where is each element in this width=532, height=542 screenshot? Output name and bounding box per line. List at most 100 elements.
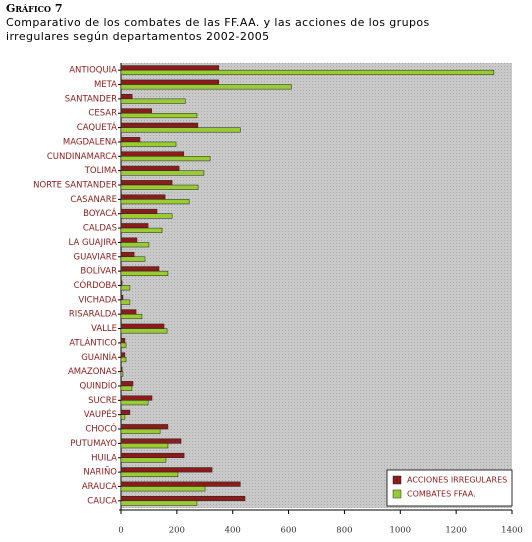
bar [120, 65, 219, 71]
bar [120, 227, 163, 233]
y-tick-label: SUCRE [88, 396, 117, 406]
legend-label: ACCIONES IRREGULARES [407, 476, 507, 485]
y-tick-label: CESAR [88, 109, 117, 119]
bar [120, 79, 219, 85]
x-tick-label: 1200 [445, 526, 467, 536]
bar [120, 69, 495, 76]
x-tick-label: 600 [280, 526, 296, 536]
x-tick-label: 1400 [501, 526, 523, 536]
bar [120, 381, 134, 387]
bar [120, 151, 185, 157]
bar [120, 165, 180, 171]
bar [120, 170, 205, 176]
bar [120, 242, 150, 248]
bar [120, 467, 213, 473]
bar [120, 213, 173, 219]
bar [120, 495, 246, 502]
legend-box [386, 469, 513, 507]
y-tick-label: LA GUAJIRA [69, 238, 118, 248]
bar [120, 500, 198, 506]
y-tick-label: CHOCÓ [85, 423, 117, 435]
bar [120, 137, 141, 143]
y-tick-label: CAQUETÁ [77, 121, 117, 133]
bar [120, 141, 177, 147]
y-tick-label: ARAUCA [82, 482, 117, 492]
bar [120, 309, 137, 315]
bar [120, 295, 124, 301]
y-tick-label: MAGDALENA [63, 137, 117, 147]
bar [120, 108, 152, 114]
x-tick-label: 800 [336, 526, 352, 536]
y-tick-label: NARIÑO [83, 467, 117, 478]
bar [120, 457, 167, 463]
y-tick-label: GUAVIARE [74, 252, 118, 262]
bar [120, 313, 143, 320]
bar [120, 84, 292, 90]
x-tick-label: 0 [118, 526, 123, 536]
bar [120, 385, 133, 391]
bar [120, 251, 135, 258]
bar [120, 156, 211, 162]
bar [120, 122, 199, 128]
bar [120, 285, 131, 291]
bar [120, 366, 123, 372]
bar [120, 338, 126, 344]
bar [120, 481, 241, 487]
bar [120, 357, 127, 363]
bar [120, 208, 158, 214]
legend-label: COMBATES FFAA. [407, 490, 476, 499]
bar [120, 223, 149, 229]
bar [120, 199, 190, 205]
bar [120, 414, 126, 420]
y-tick-label: SANTANDER [65, 94, 117, 104]
bar [120, 395, 153, 401]
bar [120, 452, 185, 459]
y-tick-label: AMAZONAS [68, 367, 117, 377]
y-tick-label: TOLIMA [84, 166, 117, 176]
bar [120, 280, 123, 286]
y-tick-label: CÓRDOBA [74, 279, 118, 291]
bar [120, 471, 179, 477]
x-tick-label: 400 [225, 526, 241, 536]
y-tick-label: HUILA [91, 453, 117, 463]
y-tick-label: CAUCA [87, 496, 117, 506]
bar [120, 299, 131, 305]
y-tick-label: BOLÍVAR [80, 265, 117, 277]
y-tick-label: BOYACÁ [83, 207, 117, 219]
y-tick-label: NORTE SANTANDER [33, 181, 117, 191]
y-tick-label: CASANARE [70, 195, 117, 205]
bar [120, 342, 127, 348]
y-tick-label: VICHADA [78, 295, 117, 305]
bar [120, 371, 124, 377]
bar [120, 184, 199, 190]
bar [120, 409, 131, 415]
y-tick-label: GUAINÍA [81, 351, 117, 363]
y-tick-label: CALDAS [83, 224, 117, 234]
y-tick-label: VALLE [91, 324, 117, 334]
bar [120, 256, 146, 262]
y-tick-label: META [94, 80, 117, 90]
bar [120, 237, 138, 243]
chart-title: Gráfico 7 [6, 2, 63, 15]
plot-area [121, 63, 512, 508]
y-tick-label: PUTUMAYO [70, 439, 117, 449]
x-tick-label: 200 [169, 526, 185, 536]
bar [120, 127, 241, 133]
y-tick-label: ANTIOQUIA [69, 66, 117, 76]
bar [120, 323, 165, 329]
bar [120, 428, 161, 434]
y-tick-label: CUNDINAMARCA [47, 152, 117, 162]
x-tick-label: 1000 [389, 526, 411, 536]
bar [120, 112, 198, 119]
bar [120, 270, 169, 276]
y-tick-label: ATLÁNTICO [69, 336, 117, 348]
chart-subtitle: irregulares según departamentos 2002-200… [6, 30, 270, 43]
bar [120, 486, 206, 492]
bar [120, 438, 182, 444]
bar [120, 194, 166, 200]
bar [120, 94, 133, 100]
bar [120, 443, 169, 449]
bar [120, 328, 168, 334]
